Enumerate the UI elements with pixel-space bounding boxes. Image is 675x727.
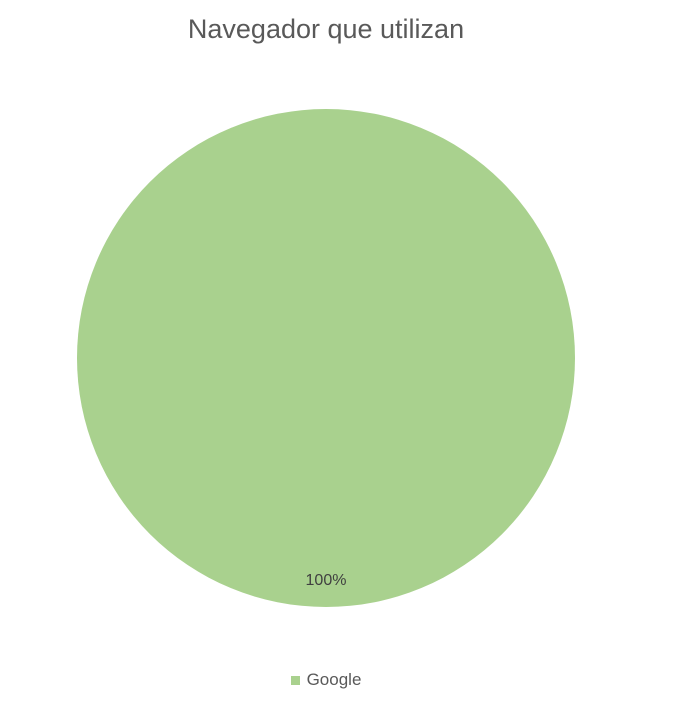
chart-title: Navegador que utilizan	[187, 14, 465, 44]
legend-swatch-google	[290, 675, 300, 685]
pie-slice-google	[77, 109, 575, 607]
legend-label-google: Google	[306, 670, 362, 689]
data-label-google: 100%	[306, 572, 347, 589]
chart-legend: Google	[0, 670, 652, 690]
